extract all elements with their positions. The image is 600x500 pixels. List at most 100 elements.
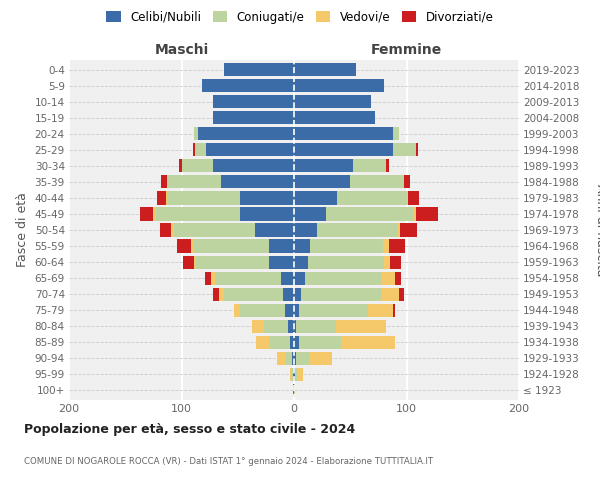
Bar xyxy=(415,208,438,220)
Bar xyxy=(382,288,398,300)
Bar xyxy=(283,288,294,300)
Bar xyxy=(269,240,294,252)
Bar xyxy=(294,352,296,365)
Bar xyxy=(154,208,155,220)
Bar xyxy=(298,368,303,381)
Bar xyxy=(218,288,224,300)
Bar xyxy=(205,272,211,284)
Bar xyxy=(224,63,294,76)
Bar xyxy=(293,384,294,397)
Bar xyxy=(286,352,292,365)
Bar xyxy=(335,320,386,333)
Bar xyxy=(213,288,218,300)
Bar xyxy=(240,304,285,317)
Bar xyxy=(206,143,294,156)
Bar xyxy=(294,79,384,92)
Bar xyxy=(393,127,398,140)
Bar xyxy=(398,288,404,300)
Bar xyxy=(299,304,368,317)
Bar xyxy=(213,95,294,108)
Bar xyxy=(294,208,325,220)
Bar xyxy=(294,111,375,124)
Bar xyxy=(294,192,337,204)
Bar xyxy=(294,272,305,284)
Bar xyxy=(263,320,289,333)
Bar xyxy=(384,256,389,268)
Bar xyxy=(398,224,400,236)
Bar xyxy=(305,272,382,284)
Bar xyxy=(295,368,298,381)
Bar xyxy=(213,111,294,124)
Bar xyxy=(389,256,401,268)
Bar xyxy=(294,384,295,397)
Bar xyxy=(353,160,386,172)
Bar xyxy=(294,143,393,156)
Bar xyxy=(254,224,294,236)
Bar xyxy=(235,304,240,317)
Bar xyxy=(166,192,167,204)
Y-axis label: Fasce di età: Fasce di età xyxy=(16,192,29,268)
Bar xyxy=(294,368,295,381)
Bar xyxy=(157,192,166,204)
Bar xyxy=(294,288,301,300)
Bar xyxy=(221,176,294,188)
Bar xyxy=(182,160,213,172)
Text: Maschi: Maschi xyxy=(154,42,209,56)
Bar xyxy=(294,224,317,236)
Bar xyxy=(294,160,353,172)
Bar xyxy=(294,240,310,252)
Bar xyxy=(294,127,393,140)
Bar xyxy=(308,256,384,268)
Bar xyxy=(193,143,195,156)
Bar xyxy=(281,272,294,284)
Bar xyxy=(167,176,221,188)
Bar xyxy=(182,256,194,268)
Legend: Celibi/Nubili, Coniugati/e, Vedovi/e, Divorziati/e: Celibi/Nubili, Coniugati/e, Vedovi/e, Di… xyxy=(101,6,499,28)
Bar xyxy=(215,272,281,284)
Bar xyxy=(224,288,283,300)
Bar xyxy=(294,176,350,188)
Text: Femmine: Femmine xyxy=(371,42,442,56)
Bar xyxy=(193,240,269,252)
Bar xyxy=(383,240,389,252)
Bar xyxy=(382,272,395,284)
Bar xyxy=(407,192,419,204)
Bar xyxy=(350,176,404,188)
Bar xyxy=(256,336,269,349)
Bar xyxy=(196,256,269,268)
Bar xyxy=(341,336,395,349)
Bar xyxy=(294,320,296,333)
Bar xyxy=(290,368,292,381)
Bar xyxy=(296,352,310,365)
Bar xyxy=(310,240,383,252)
Bar xyxy=(173,224,254,236)
Bar xyxy=(195,143,206,156)
Bar xyxy=(194,256,196,268)
Bar xyxy=(415,143,418,156)
Bar xyxy=(299,336,341,349)
Bar xyxy=(240,192,294,204)
Bar xyxy=(253,320,263,333)
Bar xyxy=(140,208,154,220)
Bar xyxy=(296,320,335,333)
Bar xyxy=(240,208,294,220)
Text: Popolazione per età, sesso e stato civile - 2024: Popolazione per età, sesso e stato civil… xyxy=(24,422,355,436)
Bar xyxy=(213,160,294,172)
Bar xyxy=(199,127,294,140)
Bar xyxy=(368,304,393,317)
Y-axis label: Anni di nascita: Anni di nascita xyxy=(594,184,600,276)
Bar xyxy=(277,352,286,365)
Bar xyxy=(167,192,240,204)
Bar xyxy=(337,192,407,204)
Bar xyxy=(294,63,356,76)
Bar xyxy=(393,143,415,156)
Bar xyxy=(160,224,172,236)
Bar xyxy=(393,304,395,317)
Bar xyxy=(202,79,294,92)
Bar xyxy=(413,208,415,220)
Bar xyxy=(177,240,191,252)
Bar xyxy=(194,127,199,140)
Bar xyxy=(310,352,332,365)
Bar xyxy=(325,208,413,220)
Bar xyxy=(386,160,389,172)
